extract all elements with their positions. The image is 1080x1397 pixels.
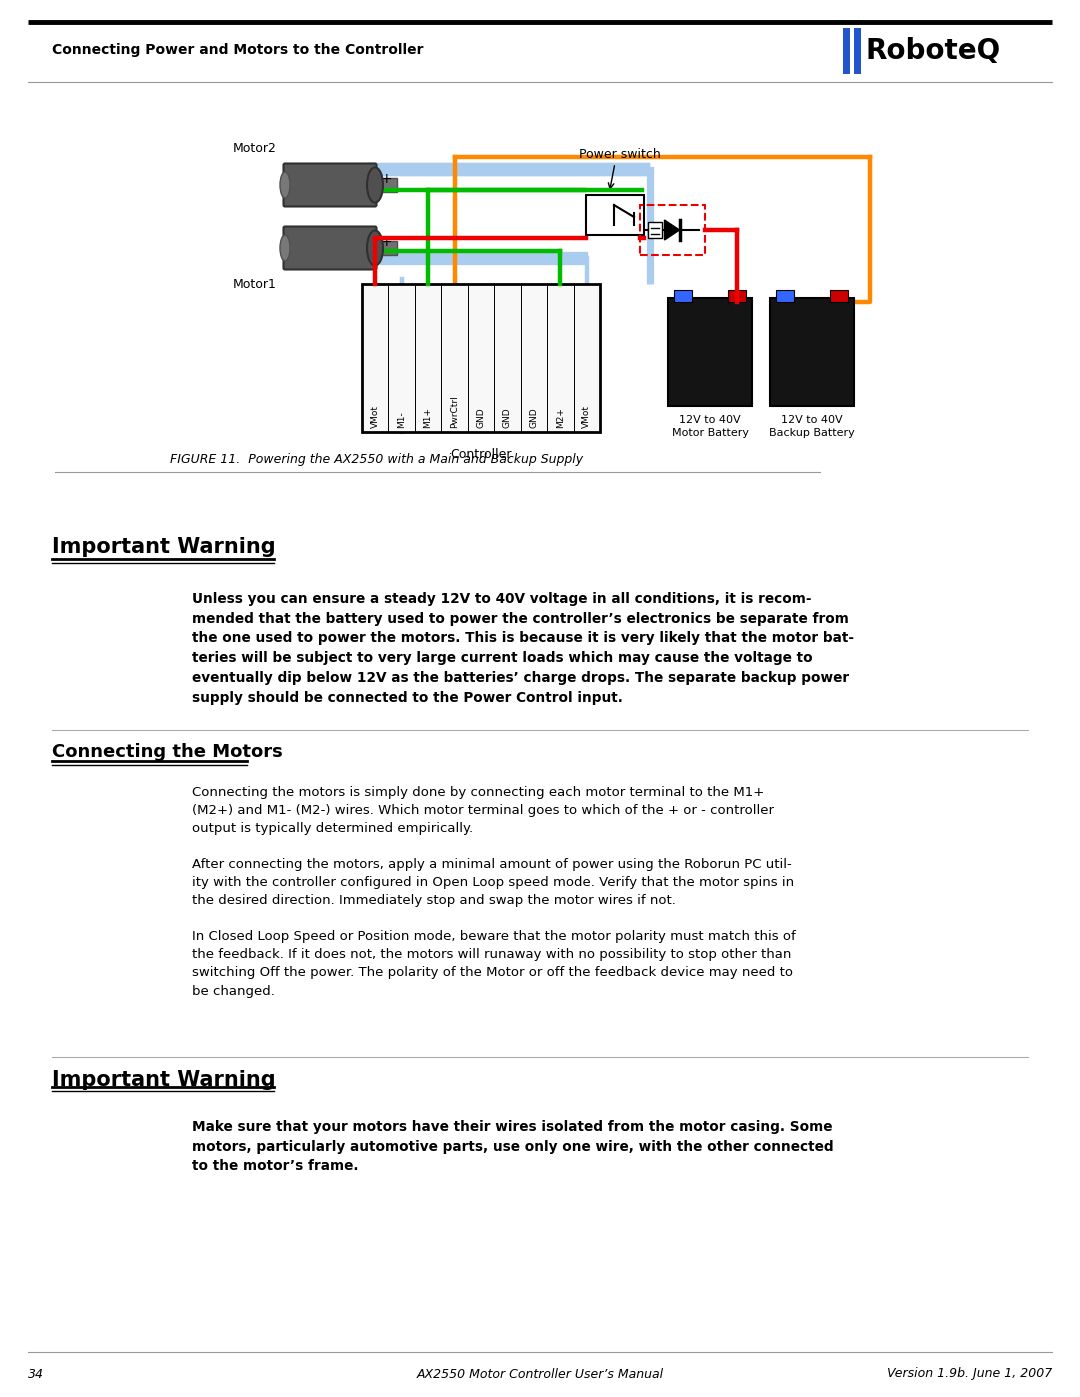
Text: Power switch: Power switch: [579, 148, 661, 162]
Text: 12V to 40V: 12V to 40V: [679, 415, 741, 425]
Polygon shape: [664, 219, 679, 240]
Text: M1+: M1+: [423, 407, 433, 427]
Text: Motor1: Motor1: [233, 278, 276, 291]
Text: After connecting the motors, apply a minimal amount of power using the Roborun P: After connecting the motors, apply a min…: [192, 858, 794, 908]
Bar: [728, 291, 746, 302]
Bar: [669, 298, 752, 407]
Text: M1-: M1-: [397, 411, 406, 427]
Text: Connecting Power and Motors to the Controller: Connecting Power and Motors to the Contr…: [52, 43, 423, 57]
Bar: [843, 28, 850, 74]
Text: GND: GND: [503, 408, 512, 427]
Text: Connecting the Motors: Connecting the Motors: [52, 743, 283, 761]
Text: 34: 34: [28, 1368, 44, 1380]
Bar: [375, 242, 397, 256]
Text: Make sure that your motors have their wires isolated from the motor casing. Some: Make sure that your motors have their wi…: [192, 1120, 834, 1173]
Bar: [640, 205, 705, 256]
Text: AX2550 Motor Controller User’s Manual: AX2550 Motor Controller User’s Manual: [417, 1368, 663, 1380]
Text: Motor Battery: Motor Battery: [672, 427, 748, 439]
Ellipse shape: [367, 231, 383, 265]
Bar: [362, 284, 600, 432]
Text: VMot: VMot: [370, 405, 380, 427]
Text: Connecting the motors is simply done by connecting each motor terminal to the M1: Connecting the motors is simply done by …: [192, 787, 774, 835]
Bar: [854, 28, 861, 74]
Ellipse shape: [280, 235, 291, 261]
Bar: [674, 291, 692, 302]
Text: VMot: VMot: [582, 405, 591, 427]
Text: +: +: [380, 172, 392, 186]
Ellipse shape: [367, 168, 383, 203]
Text: Unless you can ensure a steady 12V to 40V voltage in all conditions, it is recom: Unless you can ensure a steady 12V to 40…: [192, 592, 854, 704]
Bar: [831, 291, 848, 302]
Text: Off: Off: [592, 215, 606, 225]
Text: On: On: [592, 198, 606, 210]
Ellipse shape: [280, 172, 291, 198]
Bar: [770, 298, 854, 407]
FancyBboxPatch shape: [283, 226, 377, 270]
Text: PwrCtrl: PwrCtrl: [450, 395, 459, 427]
Text: Important Warning: Important Warning: [52, 536, 275, 557]
Text: RoboteQ: RoboteQ: [865, 36, 1000, 66]
Text: +: +: [380, 235, 392, 249]
Bar: [777, 291, 794, 302]
Text: Motor2: Motor2: [233, 142, 276, 155]
Text: Controller: Controller: [450, 447, 512, 461]
Text: Important Warning: Important Warning: [52, 1070, 275, 1090]
Text: M2+: M2+: [556, 407, 565, 427]
Bar: [648, 222, 662, 237]
Text: GND: GND: [529, 408, 539, 427]
Text: Version 1.9b. June 1, 2007: Version 1.9b. June 1, 2007: [887, 1368, 1052, 1380]
Bar: [375, 177, 397, 191]
FancyBboxPatch shape: [283, 163, 377, 207]
Text: 12V to 40V: 12V to 40V: [781, 415, 842, 425]
Text: GND: GND: [476, 408, 486, 427]
Text: In Closed Loop Speed or Position mode, beware that the motor polarity must match: In Closed Loop Speed or Position mode, b…: [192, 930, 796, 997]
Text: Backup Battery: Backup Battery: [769, 427, 855, 439]
Text: FIGURE 11.  Powering the AX2550 with a Main and Backup Supply: FIGURE 11. Powering the AX2550 with a Ma…: [170, 454, 583, 467]
Bar: [586, 196, 644, 235]
